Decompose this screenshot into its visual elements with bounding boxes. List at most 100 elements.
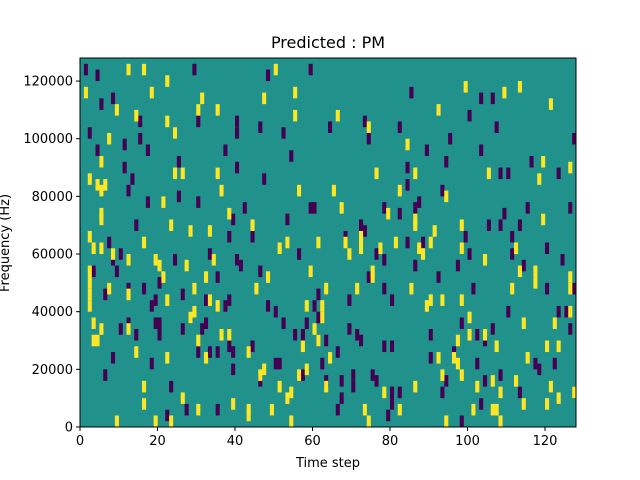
low-cell — [277, 357, 282, 370]
low-cell — [215, 403, 220, 416]
low-cell — [138, 115, 143, 128]
low-cell — [250, 340, 255, 353]
low-cell — [440, 386, 445, 399]
low-cell — [397, 207, 402, 220]
high-cell — [285, 236, 290, 249]
high-cell — [277, 242, 282, 255]
high-cell — [165, 115, 170, 128]
low-cell — [153, 317, 158, 329]
high-cell — [568, 161, 573, 174]
high-cell — [428, 294, 433, 306]
high-cell — [192, 305, 197, 318]
low-cell — [479, 144, 484, 157]
low-cell — [382, 202, 387, 214]
low-cell — [300, 328, 305, 341]
low-cell — [176, 190, 181, 203]
high-cell — [207, 225, 212, 237]
low-cell — [103, 288, 108, 301]
low-cell — [289, 150, 294, 162]
high-cell — [324, 282, 329, 295]
x-tick-label: 20 — [149, 434, 166, 449]
high-cell — [107, 282, 112, 295]
low-cell — [266, 69, 271, 82]
high-cell — [293, 86, 298, 99]
low-cell — [103, 369, 108, 381]
high-cell — [409, 282, 414, 295]
low-cell — [510, 230, 515, 243]
high-cell — [99, 242, 104, 255]
high-cell — [413, 380, 418, 393]
low-cell — [359, 334, 364, 347]
low-cell — [502, 207, 507, 220]
low-cell — [204, 294, 209, 306]
high-cell — [87, 300, 92, 312]
low-cell — [545, 282, 550, 295]
low-cell — [204, 317, 209, 329]
low-cell — [568, 202, 573, 214]
high-cell — [366, 121, 371, 133]
high-cell — [304, 363, 309, 376]
low-cell — [486, 219, 491, 231]
low-cell — [428, 352, 433, 364]
high-cell — [227, 207, 232, 220]
low-cell — [281, 127, 286, 139]
low-cell — [300, 369, 305, 381]
low-cell — [215, 271, 220, 283]
low-cell — [417, 196, 422, 208]
low-cell — [467, 109, 472, 122]
x-tick-label: 80 — [382, 434, 399, 449]
low-cell — [227, 340, 232, 353]
high-cell — [498, 415, 503, 427]
low-cell — [498, 219, 503, 231]
high-cell — [459, 369, 464, 381]
high-cell — [126, 63, 131, 76]
low-cell — [145, 144, 150, 157]
low-cell — [122, 161, 127, 174]
high-cell — [335, 109, 340, 122]
high-cell — [568, 271, 573, 283]
high-cell — [266, 271, 271, 283]
low-cell — [335, 403, 340, 416]
high-cell — [180, 167, 185, 180]
low-cell — [184, 403, 189, 416]
low-cell — [568, 323, 573, 335]
low-cell — [99, 98, 104, 110]
y-tick-label: 100000 — [23, 132, 73, 147]
low-cell — [428, 328, 433, 341]
low-cell — [545, 242, 550, 255]
low-cell — [138, 132, 143, 145]
high-cell — [297, 184, 302, 197]
low-cell — [506, 305, 511, 318]
low-cell — [525, 202, 530, 214]
low-cell — [207, 248, 212, 260]
high-cell — [359, 230, 364, 243]
low-cell — [87, 127, 92, 139]
high-cell — [556, 392, 561, 404]
low-cell — [235, 161, 240, 174]
high-cell — [215, 300, 220, 312]
low-cell — [328, 121, 333, 133]
low-cell — [316, 288, 321, 301]
high-cell — [494, 340, 499, 353]
high-cell — [91, 334, 96, 347]
high-cell — [161, 271, 166, 283]
low-cell — [517, 386, 522, 399]
high-cell — [347, 248, 352, 260]
high-cell — [355, 282, 360, 295]
high-cell — [142, 380, 147, 393]
high-cell — [99, 184, 104, 197]
high-cell — [262, 363, 267, 376]
low-cell — [347, 323, 352, 335]
low-cell — [262, 173, 267, 185]
high-cell — [134, 346, 139, 358]
low-cell — [157, 317, 162, 329]
high-cell — [161, 196, 166, 208]
high-cell — [300, 340, 305, 353]
low-cell — [126, 184, 131, 197]
high-cell — [320, 300, 325, 312]
high-cell — [517, 81, 522, 93]
high-cell — [273, 63, 278, 76]
high-cell — [153, 415, 158, 427]
y-tick-label: 120000 — [23, 75, 73, 90]
